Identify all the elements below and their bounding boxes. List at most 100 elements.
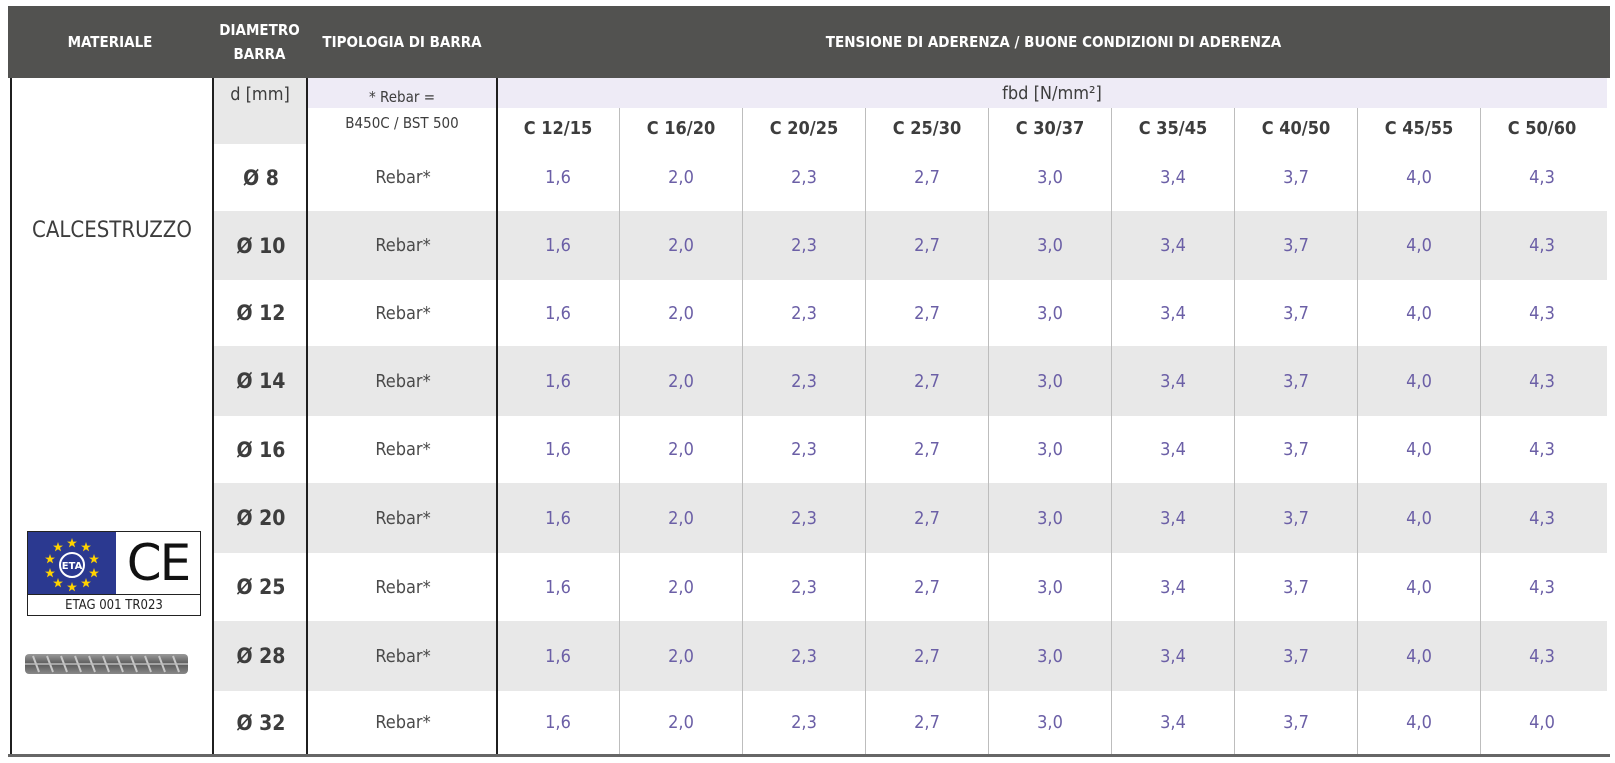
row-stripe [214,483,1607,553]
bond-strength-value: 3,4 [1160,370,1186,392]
bond-strength-value: 2,7 [914,439,940,460]
bond-strength-value: 3,4 [1160,302,1186,324]
bond-strength-value: 2,7 [914,576,940,598]
header-diametro: DIAMETRO BARRA [212,6,307,78]
header-tipologia: TIPOLOGIA DI BARRA [322,33,482,51]
bond-strength-value: 3,4 [1160,712,1186,733]
divider-material [212,78,214,754]
bond-strength-value: 1,6 [545,370,571,392]
row-bar-type: Rebar* [375,576,431,598]
row-bar-type: Rebar* [375,712,431,733]
row-diameter: Ø 14 [236,369,286,393]
concrete-class-header: C 30/37 [1015,117,1085,139]
bond-strength-value: 2,3 [791,235,817,256]
bond-strength-value: 2,3 [791,576,817,598]
header-diametro-line1: DIAMETRO [219,21,300,39]
bond-strength-value: 2,3 [791,167,817,188]
row-diameter: Ø 25 [236,575,286,599]
fbd-band [497,78,1607,108]
concrete-class-header: C 45/55 [1384,117,1454,139]
logo-divider [28,594,200,595]
row-bar-type: Rebar* [375,167,431,188]
bond-strength-value: 4,3 [1529,576,1555,598]
bond-strength-value: 2,0 [668,507,694,529]
bond-strength-value: 4,0 [1406,235,1432,256]
bond-strength-value: 4,0 [1529,712,1555,733]
column-divider [1234,108,1235,754]
column-divider [619,108,620,754]
row-stripe [214,346,1607,416]
bond-strength-value: 3,7 [1283,167,1309,188]
material-name: CALCESTRUZZO [32,217,192,243]
bond-strength-value: 2,7 [914,645,940,667]
bottom-border [8,754,1610,757]
concrete-class-header: C 20/25 [769,117,839,139]
column-divider [1111,108,1112,754]
bond-strength-value: 4,3 [1529,645,1555,667]
row-stripe [214,211,1607,280]
row-diameter: Ø 8 [243,165,279,190]
concrete-class-header: C 40/50 [1261,117,1331,139]
divider-type [496,78,498,754]
bond-strength-value: 2,0 [668,370,694,392]
column-divider [742,108,743,754]
bond-strength-value: 3,0 [1037,370,1063,392]
concrete-class-header: C 16/20 [646,117,716,139]
bond-strength-value: 3,4 [1160,439,1186,460]
bond-strength-value: 2,7 [914,712,940,733]
bond-strength-value: 3,7 [1283,645,1309,667]
bond-strength-value: 4,0 [1406,645,1432,667]
bond-strength-value: 3,7 [1283,302,1309,324]
bond-strength-value: 1,6 [545,439,571,460]
bond-strength-value: 2,7 [914,167,940,188]
bond-strength-value: 2,3 [791,645,817,667]
header-tensione: TENSIONE DI ADERENZA / BUONE CONDIZIONI … [825,33,1282,51]
header-diametro-line2: BARRA [233,45,286,63]
bond-strength-value: 2,7 [914,235,940,256]
row-bar-type: Rebar* [375,370,431,392]
row-diameter: Ø 10 [236,233,286,258]
table-header-bar [8,6,1610,78]
left-border [10,78,12,754]
bond-strength-value: 2,7 [914,370,940,392]
rebar-note-line2: B450C / BST 500 [345,114,459,132]
bond-strength-value: 1,6 [545,645,571,667]
bond-strength-value: 4,3 [1529,302,1555,324]
bond-strength-value: 3,0 [1037,235,1063,256]
row-bar-type: Rebar* [375,302,431,324]
bond-strength-value: 4,3 [1529,370,1555,392]
bond-strength-value: 1,6 [545,576,571,598]
ce-mark-icon: CE [126,534,192,592]
row-diameter: Ø 32 [236,710,286,735]
bond-strength-value: 2,0 [668,439,694,460]
bond-strength-value: 3,7 [1283,439,1309,460]
fbd-unit-label: fbd [N/mm²] [1002,82,1102,104]
concrete-class-header: C 35/45 [1138,117,1208,139]
rebar-note-band [307,78,497,108]
concrete-class-header: C 25/30 [892,117,962,139]
column-divider [1357,108,1358,754]
bond-strength-value: 4,0 [1406,507,1432,529]
column-divider [1480,108,1481,754]
bond-strength-value: 4,0 [1406,439,1432,460]
bond-strength-value: 2,3 [791,507,817,529]
concrete-class-header: C 50/60 [1507,117,1577,139]
bond-strength-value: 2,3 [791,712,817,733]
row-diameter: Ø 16 [236,437,286,462]
eta-logo-text: ETA [62,561,83,572]
d-unit-label: d [mm] [230,83,290,105]
bond-strength-value: 2,3 [791,370,817,392]
etag-label: ETAG 001 TR023 [65,597,163,613]
bond-strength-value: 3,0 [1037,302,1063,324]
bond-strength-value: 4,3 [1529,167,1555,188]
bond-strength-value: 2,0 [668,576,694,598]
row-diameter: Ø 12 [236,301,286,325]
bond-strength-value: 4,0 [1406,302,1432,324]
row-diameter: Ø 20 [236,506,286,530]
bond-strength-value: 3,4 [1160,167,1186,188]
bond-strength-value: 1,6 [545,235,571,256]
bond-strength-value: 4,0 [1406,712,1432,733]
column-divider [988,108,989,754]
row-bar-type: Rebar* [375,439,431,460]
concrete-class-header: C 12/15 [523,117,593,139]
